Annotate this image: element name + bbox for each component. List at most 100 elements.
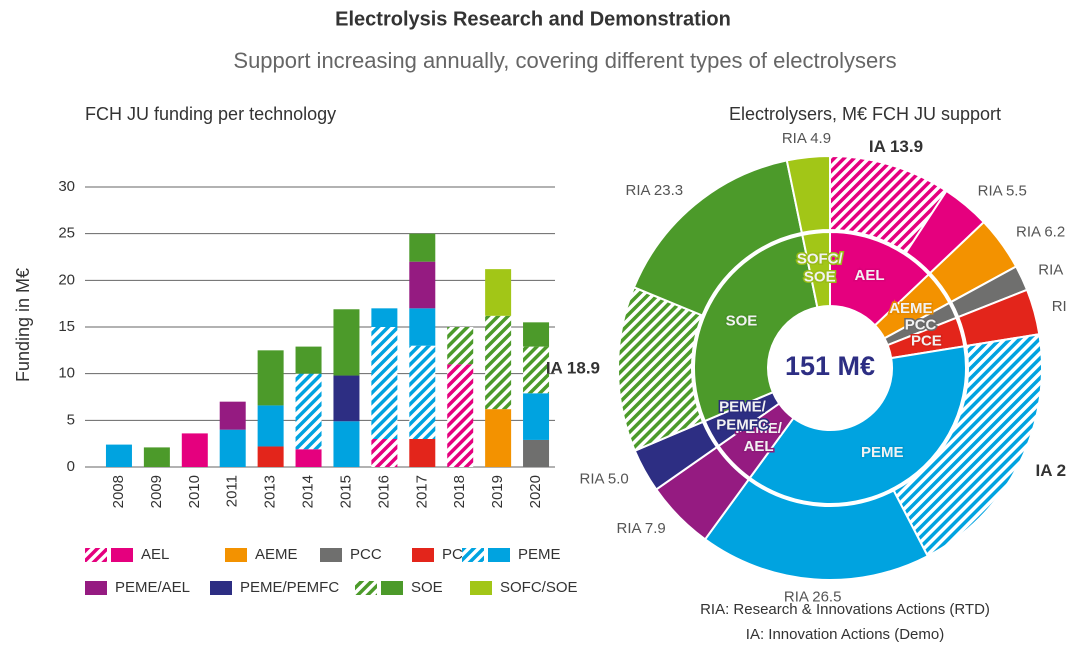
- legend-swatch: [355, 581, 377, 595]
- y-axis-label: Funding in M€: [13, 268, 33, 382]
- group-label: AEME: [889, 300, 932, 317]
- bar-segment: [447, 364, 474, 467]
- inner-segment: [801, 230, 831, 309]
- legend-label: PEME: [518, 546, 561, 563]
- y-tick-label: 25: [58, 225, 75, 242]
- inner-segment: [748, 345, 967, 505]
- bar-segment: [523, 393, 550, 440]
- group-label: PEME: [861, 444, 904, 461]
- bar-segment: [409, 439, 436, 467]
- bar-segment: [485, 269, 512, 316]
- legend-swatch: [488, 548, 510, 562]
- segment-label: RIA 5.2: [1052, 298, 1066, 315]
- donut-segment: [785, 154, 831, 235]
- segment-label: RIA 2.9: [1038, 261, 1066, 278]
- group-label: PCC: [905, 317, 937, 334]
- segment-label: IA 29.9: [1036, 461, 1066, 480]
- x-tick-label: 2014: [300, 475, 317, 508]
- segment-label: RIA 5.5: [978, 183, 1027, 200]
- donut-segment: [617, 286, 705, 453]
- bar-segment: [371, 439, 398, 467]
- bar-segment: [333, 421, 360, 467]
- note: RIA: Research & Innovations Actions (RTD…: [700, 601, 990, 618]
- bar-segment: [371, 327, 398, 439]
- legend-label: SOE: [411, 579, 443, 596]
- legend-label: PEME/PEMFC: [240, 579, 339, 596]
- segment-label: IA 13.9: [869, 137, 923, 156]
- legend-swatch: [470, 581, 492, 595]
- x-tick-label: 2013: [262, 475, 279, 508]
- legend-label: SOFC/SOE: [500, 579, 578, 596]
- group-label: PEME/AEL: [735, 420, 783, 455]
- bar-segment: [333, 375, 360, 422]
- bar-segment: [219, 429, 246, 467]
- legend-label: PCC: [350, 546, 382, 563]
- bar-segment: [523, 346, 550, 394]
- bar-segment: [181, 433, 208, 467]
- x-tick-label: 2010: [186, 475, 203, 508]
- legend-swatch: [210, 581, 232, 595]
- legend-swatch: [85, 581, 107, 595]
- x-tick-label: 2020: [527, 475, 544, 508]
- segment-label: RIA 4.9: [782, 130, 831, 147]
- segment-label: RIA 23.3: [626, 182, 684, 199]
- legend-swatch: [111, 548, 133, 562]
- bar-segment: [219, 401, 246, 430]
- segment-label: RIA 6.2: [1016, 224, 1065, 241]
- x-tick-label: 2011: [224, 475, 241, 507]
- bar-segment: [105, 444, 132, 467]
- x-tick-label: 2015: [337, 475, 354, 508]
- x-tick-label: 2009: [148, 475, 165, 508]
- bar-segment: [295, 346, 322, 374]
- x-tick-label: 2017: [413, 475, 430, 508]
- legend-swatch: [85, 548, 107, 562]
- bar-segment: [295, 449, 322, 467]
- donut-title: Electrolysers, M€ FCH JU support: [729, 104, 1001, 124]
- y-tick-label: 0: [67, 458, 75, 475]
- legend-swatch: [462, 548, 484, 562]
- x-tick-label: 2018: [451, 475, 468, 508]
- bar-segment: [409, 233, 436, 262]
- group-label: AEL: [854, 267, 884, 284]
- y-tick-label: 10: [58, 365, 75, 382]
- bar-segment: [523, 322, 550, 347]
- y-tick-label: 15: [58, 318, 75, 335]
- bar-segment: [295, 373, 322, 450]
- x-tick-label: 2019: [489, 475, 506, 508]
- bar-segment: [485, 409, 512, 467]
- group-label: PEME/PEMFC: [716, 398, 769, 433]
- legend-label: PEME/AEL: [115, 579, 190, 596]
- bar-segment: [409, 261, 436, 309]
- x-tick-label: 2008: [110, 475, 127, 508]
- bar-segment: [257, 350, 284, 406]
- bar-segment: [371, 308, 398, 327]
- legend-swatch: [320, 548, 342, 562]
- legend-label: AEME: [255, 546, 298, 563]
- bar-segment: [143, 447, 170, 467]
- inner-segment: [693, 233, 819, 423]
- bar-title: FCH JU funding per technology: [85, 104, 336, 124]
- y-tick-label: 5: [67, 411, 75, 428]
- group-label: PCE: [911, 332, 942, 349]
- segment-label: RIA 7.9: [617, 520, 666, 537]
- segment-label: RIA 5.0: [580, 470, 629, 487]
- x-tick-label: 2016: [375, 475, 392, 508]
- bar-segment: [257, 446, 284, 467]
- legend-label: AEL: [141, 546, 169, 563]
- y-tick-label: 30: [58, 178, 75, 195]
- bar-segment: [333, 309, 360, 376]
- title: Electrolysis Research and Demonstration: [335, 8, 731, 30]
- bar-segment: [257, 405, 284, 447]
- bar-segment: [409, 308, 436, 346]
- segment-label: IA 18.9: [546, 359, 600, 378]
- bar-segment: [485, 315, 512, 410]
- bar-segment: [523, 439, 550, 467]
- subtitle: Support increasing annually, covering di…: [233, 48, 896, 73]
- center-label: 151 M€: [785, 351, 875, 381]
- bar-segment: [409, 345, 436, 439]
- y-tick-label: 20: [58, 271, 75, 288]
- legend-swatch: [381, 581, 403, 595]
- legend-swatch: [412, 548, 434, 562]
- note: IA: Innovation Actions (Demo): [746, 626, 944, 643]
